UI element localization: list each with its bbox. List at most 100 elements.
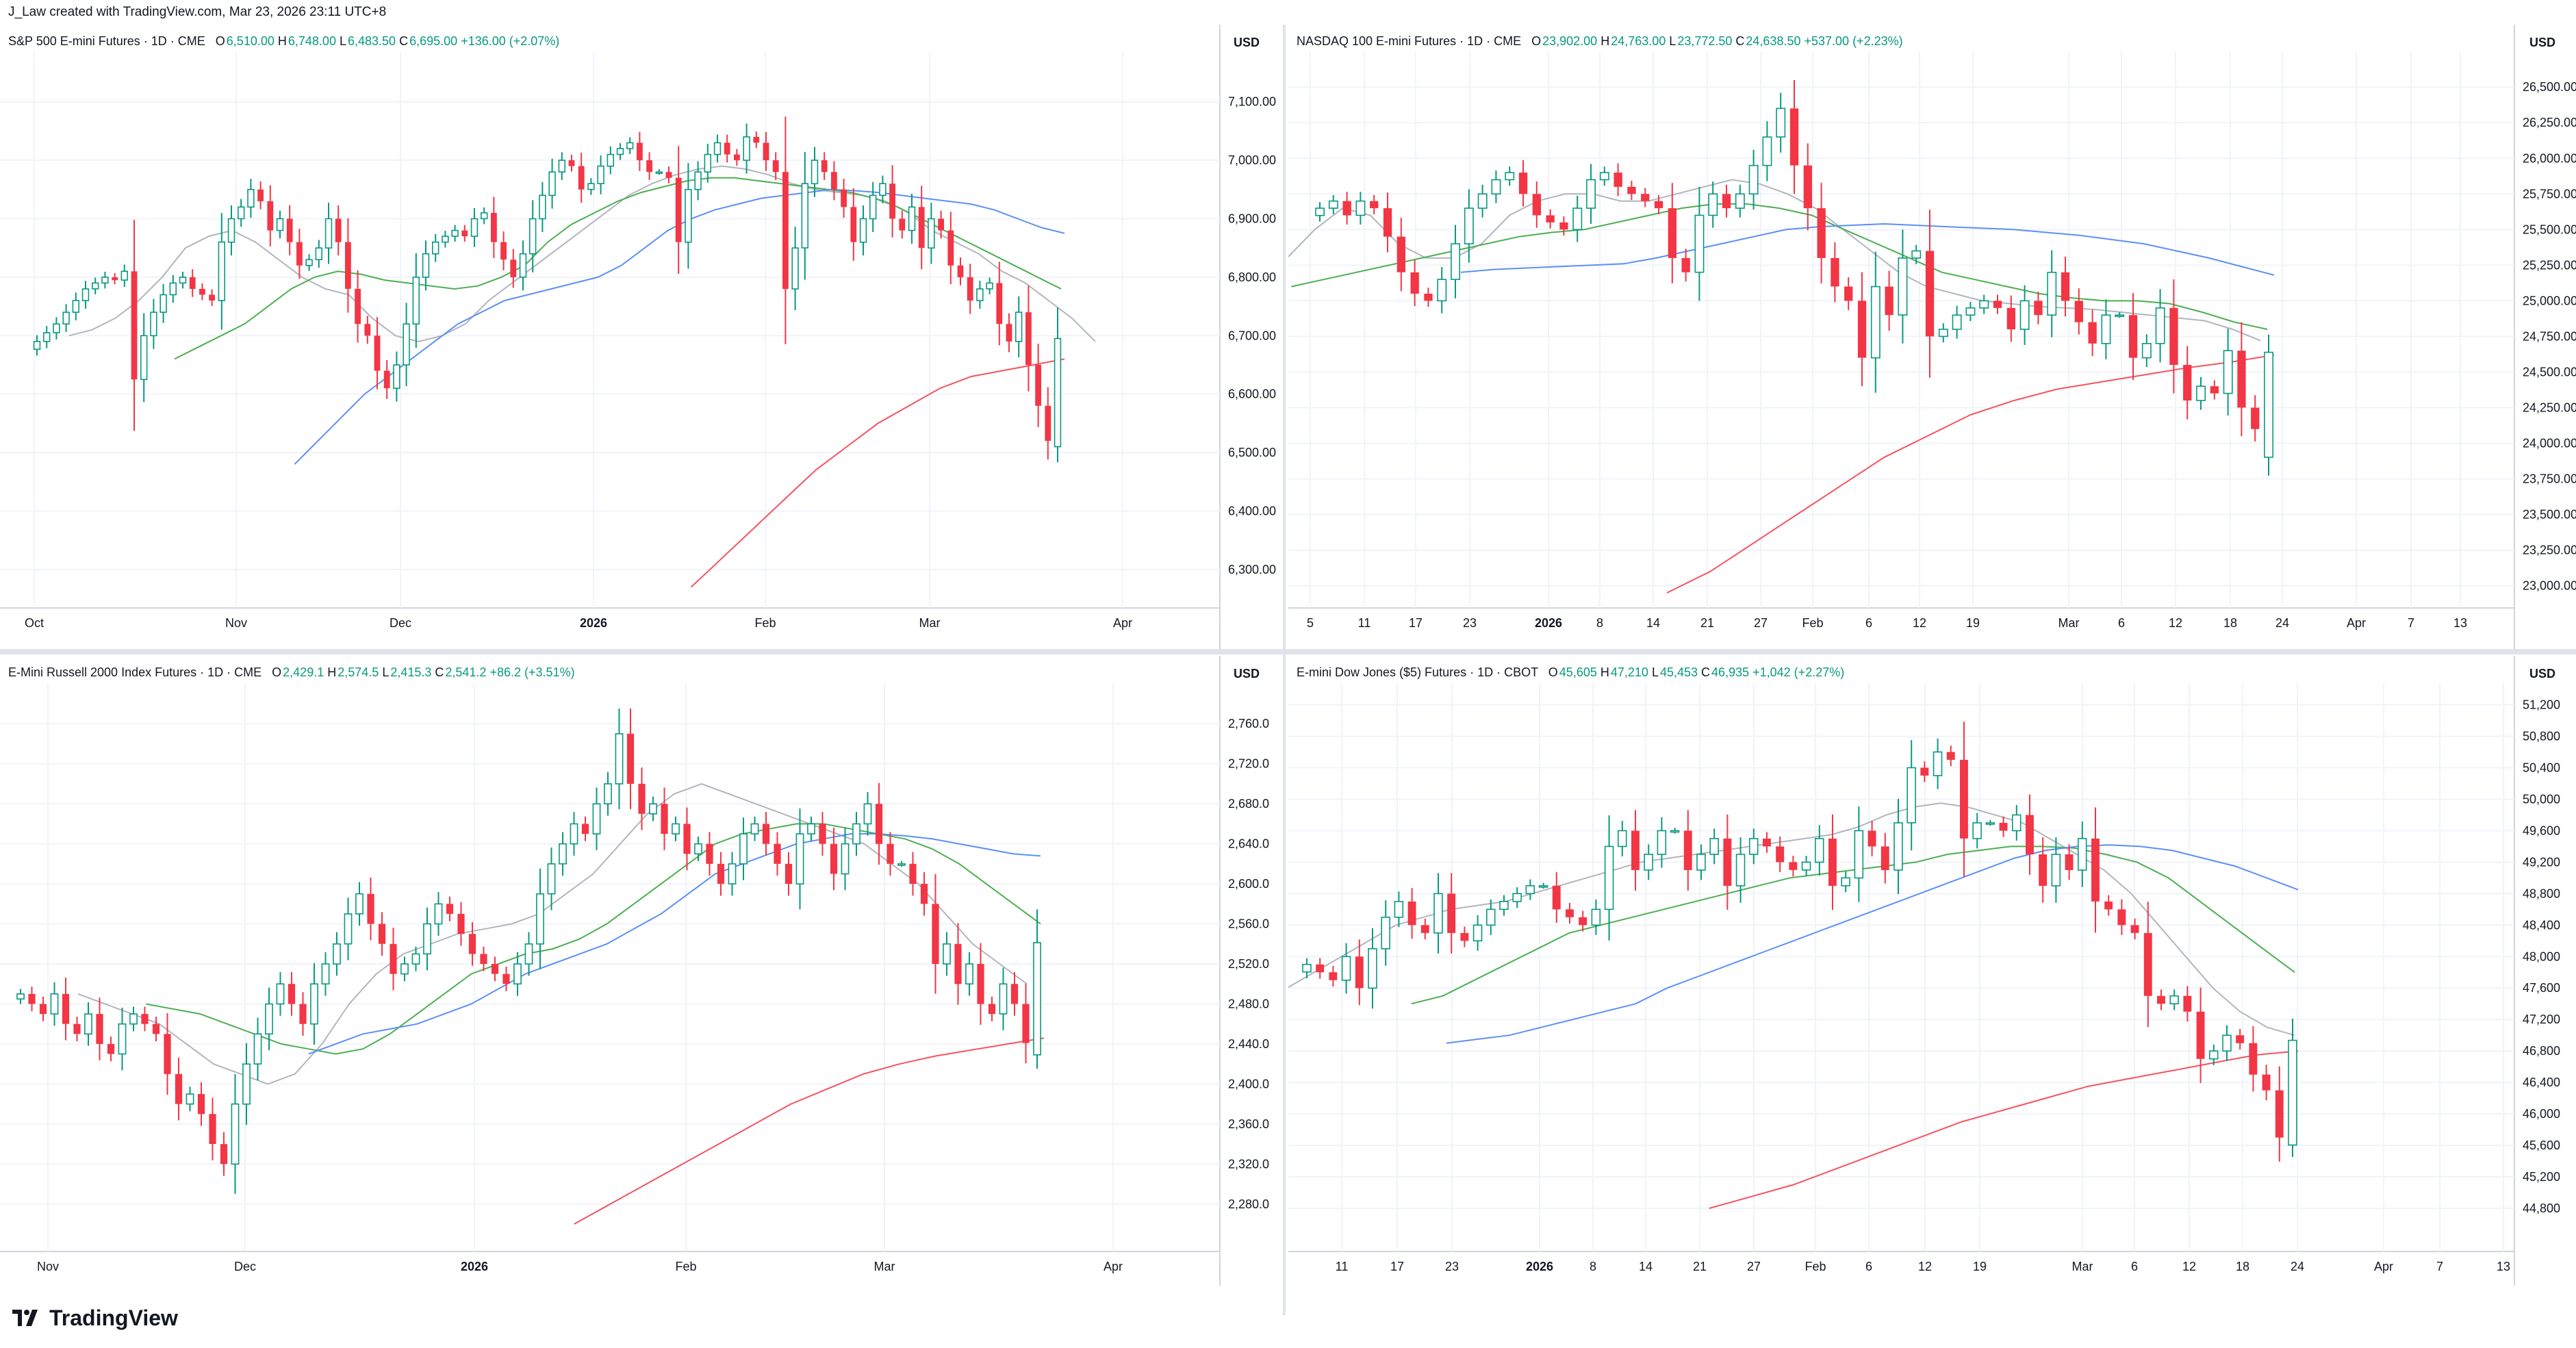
- nasdaq100-title: NASDAQ 100 E-mini Futures · 1D · CME: [1297, 34, 1522, 48]
- candle-body-up: [1657, 830, 1667, 855]
- nasdaq100-chart-svg[interactable]: 26,500.00 26,250.00 26,000.00 25,750.00 25,5…: [1288, 25, 2576, 649]
- x-tick-label: 2026: [580, 616, 607, 630]
- candle-body-up: [1972, 822, 1982, 839]
- candle-body-down: [967, 277, 973, 301]
- candle-body-down: [2157, 995, 2165, 1004]
- candle-body-up: [120, 270, 128, 281]
- candle-body-up: [1368, 948, 1377, 989]
- tradingview-logo-icon: [12, 1310, 38, 1326]
- x-tick-label: 19: [1966, 616, 1980, 630]
- candle-body-up: [1525, 885, 1535, 895]
- candle-body-up: [321, 963, 330, 985]
- candle-body-down: [2074, 301, 2083, 322]
- candle-body-down: [638, 783, 646, 814]
- candle-body-up: [1015, 311, 1023, 342]
- candle-body-up: [72, 300, 80, 313]
- x-tick-label: Oct: [25, 616, 44, 630]
- ma-line-long: [1709, 1050, 2299, 1209]
- x-tick-label: Apr: [2347, 616, 2366, 630]
- candle-body-up: [84, 1013, 92, 1035]
- candle-body-down: [1946, 752, 1955, 760]
- candle-body-down: [2275, 1090, 2284, 1138]
- candle-body-down: [646, 160, 652, 173]
- candle-body-up: [1735, 193, 1745, 209]
- chart-panel-sp500[interactable]: 7,100.00 7,000.00 6,900.00 6,800.00 6,700.00…: [0, 25, 1280, 649]
- candle-body-up: [1952, 314, 1962, 330]
- y-tick-label: 46,000: [2523, 1107, 2560, 1121]
- candle-body-up: [536, 893, 544, 945]
- y-tick-label: 48,000: [2523, 950, 2560, 963]
- sp500-chart-svg[interactable]: 7,100.00 7,000.00 6,900.00 6,800.00 6,700.00…: [0, 25, 1280, 649]
- chart-panel-russell2000[interactable]: 2,760.0 2,720.0 2,680.0 2,640.0 2,600.0 2,560…: [0, 656, 1280, 1286]
- candle-body-down: [1460, 932, 1469, 941]
- candle-body-up: [1762, 136, 1772, 166]
- vertical-separator[interactable]: [1283, 25, 1286, 1315]
- candle-body-down: [480, 954, 487, 964]
- dowjones-chart-svg[interactable]: 51,200 50,800 50,400 50,000 49,600 49,200 48,8…: [1288, 656, 2576, 1286]
- candle-body-up: [728, 863, 737, 885]
- candle-body-down: [491, 964, 499, 974]
- candle-body-up: [403, 323, 410, 366]
- candle-body-up: [1938, 329, 1948, 338]
- candle-body-down: [706, 843, 713, 864]
- candle-body-up: [227, 218, 235, 243]
- sp500-currency: USD: [1233, 36, 1260, 49]
- candle-body-up: [470, 218, 479, 237]
- candle-body-down: [1397, 236, 1405, 272]
- candle-body-up: [1572, 207, 1583, 231]
- x-tick-label: 12: [2182, 1260, 2196, 1273]
- candle-body-up: [1505, 172, 1515, 181]
- candle-body-down: [1342, 201, 1351, 216]
- candle-body-up: [1604, 845, 1614, 911]
- candle-body-down: [1010, 984, 1019, 1004]
- candle-body-down: [819, 824, 826, 844]
- candle-body-down: [1532, 194, 1541, 216]
- candle-body-up: [129, 1013, 138, 1025]
- candle-body-down: [1579, 917, 1587, 926]
- candle-body-up: [253, 1033, 262, 1065]
- candle-body-down: [1631, 830, 1640, 870]
- candle-body-up: [1708, 193, 1718, 216]
- x-tick-label: 7: [2436, 1260, 2443, 1273]
- candle-body-up: [53, 323, 60, 333]
- candle-body-up: [965, 963, 973, 985]
- russell2000-chart-svg[interactable]: 2,760.0 2,720.0 2,680.0 2,640.0 2,600.0 2,560…: [0, 656, 1280, 1286]
- candle-body-up: [943, 943, 951, 965]
- y-tick-label: 49,200: [2523, 855, 2560, 869]
- candle-body-up: [1512, 893, 1522, 902]
- candle-body-up: [1381, 916, 1390, 950]
- candle-body-up: [480, 212, 488, 220]
- candle-body-down: [2183, 995, 2192, 1012]
- candle-body-up: [2115, 314, 2125, 318]
- nasdaq100-close: 24,638.50: [1746, 34, 1801, 48]
- candle-body-down: [637, 142, 643, 161]
- candle-body-up: [1814, 838, 1824, 863]
- candle-body-up: [863, 803, 872, 825]
- candle-body-up: [1586, 179, 1596, 209]
- candle-body-down: [500, 242, 507, 260]
- tradingview-brand[interactable]: TradingView: [12, 1304, 178, 1332]
- candle-body-up: [1617, 830, 1627, 848]
- horizontal-separator[interactable]: [0, 649, 2576, 654]
- candle-body-up: [1694, 214, 1705, 273]
- candle-body-down: [1723, 838, 1732, 886]
- nasdaq100-legend: NASDAQ 100 E-mini Futures · 1D · CME O 23…: [1297, 34, 1903, 48]
- x-tick-label: 6: [2131, 1260, 2138, 1273]
- y-tick-label: 45,200: [2523, 1170, 2560, 1184]
- candle-body-down: [296, 242, 303, 266]
- chart-panel-dowjones[interactable]: 51,200 50,800 50,400 50,000 49,600 49,200 48,8…: [1288, 656, 2576, 1286]
- x-tick-label: Apr: [1104, 1260, 1123, 1273]
- candle-body-down: [850, 207, 857, 242]
- chart-panel-nasdaq100[interactable]: 26,500.00 26,250.00 26,000.00 25,750.00 25,5…: [1288, 25, 2576, 649]
- ma-line-mid: [146, 823, 1041, 1055]
- candle-body-down: [717, 863, 725, 884]
- ma-line-long: [1666, 354, 2275, 594]
- candle-body-up: [2169, 995, 2179, 1005]
- y-tick-label: 2,760.0: [1228, 717, 1269, 730]
- candle-body-up: [344, 913, 353, 945]
- x-tick-label: 6: [1865, 1260, 1872, 1273]
- y-tick-label: 6,700.00: [1228, 329, 1276, 342]
- candle-body-down: [39, 1004, 47, 1015]
- candle-body-down: [383, 370, 390, 389]
- candle-body-up: [587, 183, 595, 190]
